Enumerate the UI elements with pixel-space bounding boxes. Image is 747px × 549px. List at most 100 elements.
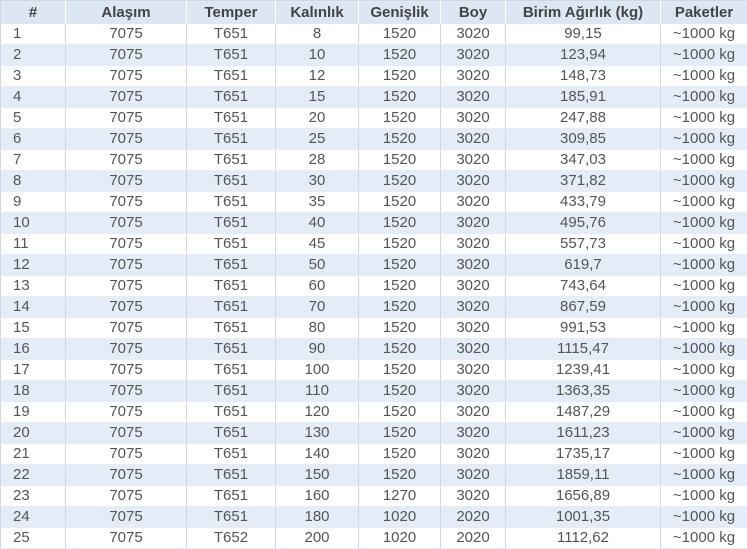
cell-width: 1520 (359, 318, 441, 339)
cell-alloy: 7075 (66, 213, 187, 234)
cell-packages: ~1000 kg (661, 528, 747, 549)
cell-unit-weight: 247,88 (506, 108, 661, 129)
cell-index: 24 (1, 507, 66, 528)
cell-temper: T651 (187, 402, 276, 423)
cell-length: 3020 (441, 276, 506, 297)
cell-unit-weight: 1239,41 (506, 360, 661, 381)
cell-width: 1520 (359, 297, 441, 318)
cell-thickness: 8 (276, 24, 359, 45)
cell-unit-weight: 619,7 (506, 255, 661, 276)
cell-width: 1020 (359, 528, 441, 549)
cell-unit-weight: 557,73 (506, 234, 661, 255)
cell-index: 9 (1, 192, 66, 213)
cell-temper: T651 (187, 318, 276, 339)
cell-width: 1520 (359, 402, 441, 423)
cell-index: 12 (1, 255, 66, 276)
cell-packages: ~1000 kg (661, 129, 747, 150)
header-temper: Temper (187, 1, 276, 25)
cell-thickness: 60 (276, 276, 359, 297)
cell-unit-weight: 347,03 (506, 150, 661, 171)
cell-index: 8 (1, 171, 66, 192)
cell-temper: T651 (187, 150, 276, 171)
header-width: Genişlik (359, 1, 441, 25)
cell-unit-weight: 743,64 (506, 276, 661, 297)
cell-width: 1520 (359, 444, 441, 465)
cell-packages: ~1000 kg (661, 444, 747, 465)
cell-index: 17 (1, 360, 66, 381)
cell-width: 1520 (359, 381, 441, 402)
cell-temper: T651 (187, 24, 276, 45)
cell-unit-weight: 867,59 (506, 297, 661, 318)
cell-length: 3020 (441, 444, 506, 465)
cell-alloy: 7075 (66, 171, 187, 192)
cell-length: 3020 (441, 339, 506, 360)
cell-thickness: 70 (276, 297, 359, 318)
cell-thickness: 10 (276, 45, 359, 66)
cell-width: 1520 (359, 213, 441, 234)
cell-thickness: 80 (276, 318, 359, 339)
cell-alloy: 7075 (66, 45, 187, 66)
cell-temper: T651 (187, 444, 276, 465)
cell-width: 1520 (359, 108, 441, 129)
cell-alloy: 7075 (66, 66, 187, 87)
cell-temper: T651 (187, 507, 276, 528)
header-index: # (1, 1, 66, 25)
cell-unit-weight: 1859,11 (506, 465, 661, 486)
cell-index: 23 (1, 486, 66, 507)
cell-thickness: 20 (276, 108, 359, 129)
cell-thickness: 200 (276, 528, 359, 549)
cell-packages: ~1000 kg (661, 318, 747, 339)
cell-alloy: 7075 (66, 465, 187, 486)
cell-alloy: 7075 (66, 255, 187, 276)
cell-packages: ~1000 kg (661, 108, 747, 129)
cell-temper: T651 (187, 255, 276, 276)
cell-alloy: 7075 (66, 507, 187, 528)
cell-temper: T651 (187, 234, 276, 255)
cell-packages: ~1000 kg (661, 171, 747, 192)
cell-unit-weight: 1115,47 (506, 339, 661, 360)
cell-alloy: 7075 (66, 381, 187, 402)
cell-unit-weight: 309,85 (506, 129, 661, 150)
cell-index: 25 (1, 528, 66, 549)
cell-index: 15 (1, 318, 66, 339)
cell-alloy: 7075 (66, 402, 187, 423)
cell-alloy: 7075 (66, 318, 187, 339)
cell-index: 14 (1, 297, 66, 318)
cell-packages: ~1000 kg (661, 234, 747, 255)
cell-temper: T651 (187, 423, 276, 444)
cell-thickness: 28 (276, 150, 359, 171)
cell-width: 1520 (359, 66, 441, 87)
cell-length: 3020 (441, 150, 506, 171)
cell-index: 1 (1, 24, 66, 45)
cell-temper: T651 (187, 339, 276, 360)
cell-thickness: 110 (276, 381, 359, 402)
cell-unit-weight: 1487,29 (506, 402, 661, 423)
cell-alloy: 7075 (66, 339, 187, 360)
cell-length: 3020 (441, 234, 506, 255)
cell-packages: ~1000 kg (661, 423, 747, 444)
cell-index: 21 (1, 444, 66, 465)
cell-thickness: 25 (276, 129, 359, 150)
cell-width: 1520 (359, 171, 441, 192)
cell-index: 20 (1, 423, 66, 444)
cell-unit-weight: 1611,23 (506, 423, 661, 444)
cell-length: 3020 (441, 171, 506, 192)
cell-width: 1020 (359, 507, 441, 528)
cell-thickness: 50 (276, 255, 359, 276)
cell-length: 3020 (441, 192, 506, 213)
cell-alloy: 7075 (66, 129, 187, 150)
cell-width: 1520 (359, 24, 441, 45)
cell-alloy: 7075 (66, 297, 187, 318)
